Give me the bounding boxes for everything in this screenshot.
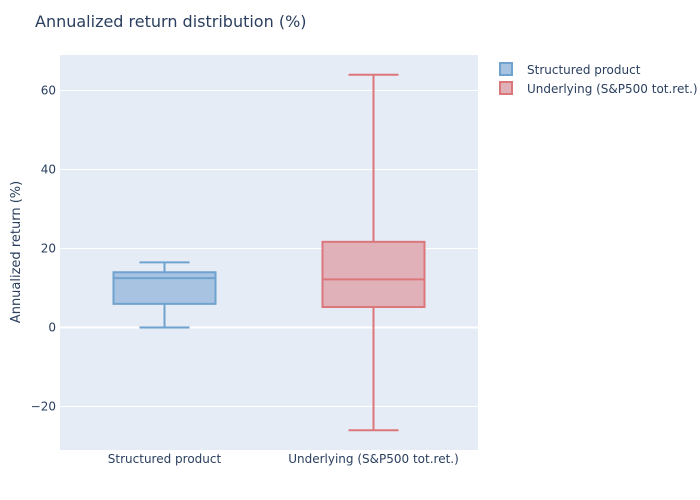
y-tick-label: 60 [41, 84, 56, 98]
iqr-box [321, 240, 426, 309]
y-axis-ticks: 60 40 20 0 −20 [31, 84, 56, 414]
chart-title: Annualized return distribution (%) [35, 12, 307, 31]
iqr-box [112, 271, 217, 305]
y-tick-label: −20 [31, 400, 56, 414]
x-axis-ticks: Structured product Underlying (S&P500 tot… [108, 452, 459, 466]
legend[interactable]: Structured product Underlying (S&P500 tot… [499, 62, 698, 96]
gridlines [60, 90, 478, 408]
legend-swatch [499, 81, 513, 95]
y-tick-label: 0 [48, 321, 56, 335]
y-tick-label: 40 [41, 163, 56, 177]
box-structured-product[interactable] [112, 261, 217, 329]
box-underlying[interactable] [321, 73, 426, 432]
y-tick-label: 20 [41, 242, 56, 256]
x-tick-label: Structured product [108, 452, 222, 466]
x-tick-label: Underlying (S&P500 tot.ret.) [288, 452, 459, 466]
legend-label: Underlying (S&P500 tot.ret.) [527, 82, 698, 96]
legend-item[interactable]: Structured product [499, 62, 641, 77]
legend-label: Structured product [527, 63, 641, 77]
legend-item[interactable]: Underlying (S&P500 tot.ret.) [499, 81, 698, 96]
legend-swatch [499, 62, 513, 76]
y-axis-title: Annualized return (%) [9, 181, 24, 323]
boxes [112, 73, 426, 432]
